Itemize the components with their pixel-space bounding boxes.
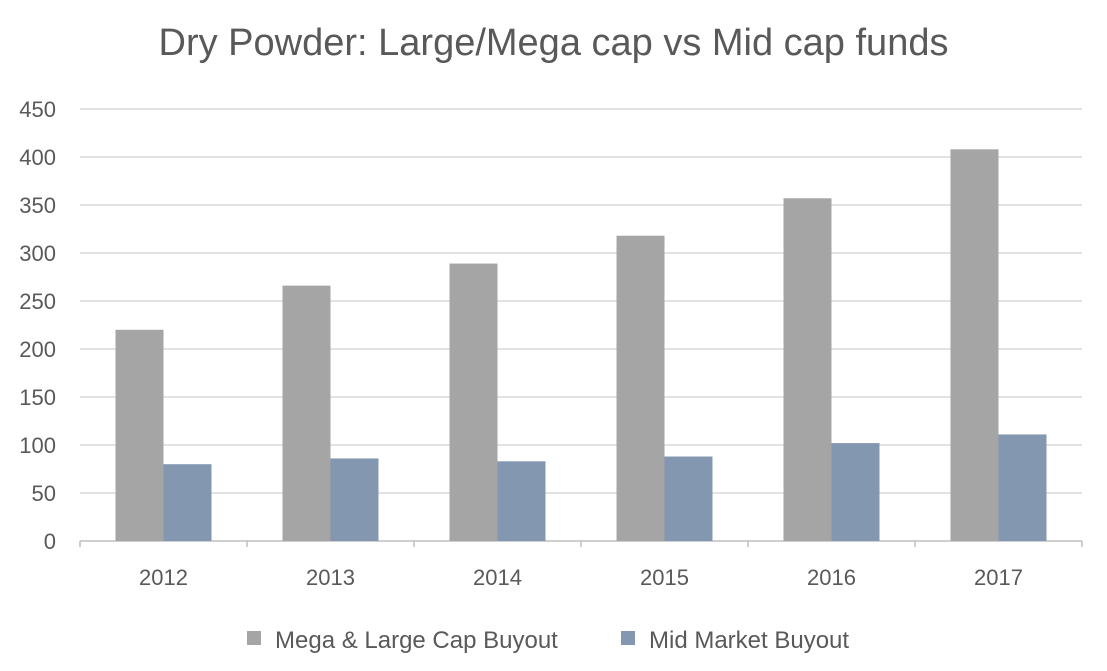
x-tick-label: 2013	[306, 565, 355, 590]
bar-mid-market	[497, 461, 546, 541]
y-tick-label: 100	[19, 433, 56, 458]
y-tick-label: 400	[19, 145, 56, 170]
bar-mega-large-cap	[449, 263, 498, 541]
x-tick-label: 2012	[139, 565, 188, 590]
y-tick-label: 200	[19, 337, 56, 362]
y-tick-label: 350	[19, 193, 56, 218]
legend-swatch	[621, 631, 635, 645]
y-tick-label: 50	[32, 481, 56, 506]
x-tick-label: 2016	[807, 565, 856, 590]
bar-mid-market	[998, 434, 1047, 541]
legend-label: Mega & Large Cap Buyout	[275, 627, 558, 654]
legend-label: Mid Market Buyout	[649, 627, 849, 654]
bar-mega-large-cap	[115, 329, 164, 541]
bar-mid-market	[831, 443, 880, 541]
bar-mega-large-cap	[616, 235, 665, 541]
x-tick-label: 2017	[974, 565, 1023, 590]
bar-mid-market	[330, 458, 379, 541]
bar-mega-large-cap	[950, 149, 999, 541]
y-tick-label: 450	[19, 97, 56, 122]
chart-title: Dry Powder: Large/Mega cap vs Mid cap fu…	[158, 22, 949, 64]
bar-mega-large-cap	[282, 285, 331, 541]
bar-mega-large-cap	[783, 198, 832, 541]
legend-swatch	[247, 631, 261, 645]
bar-mid-market	[163, 464, 212, 541]
y-tick-label: 150	[19, 385, 56, 410]
bar-mid-market	[664, 456, 713, 541]
y-tick-label: 300	[19, 241, 56, 266]
x-tick-label: 2015	[640, 565, 689, 590]
y-tick-label: 250	[19, 289, 56, 314]
x-tick-label: 2014	[473, 565, 522, 590]
y-tick-label: 0	[44, 529, 56, 554]
